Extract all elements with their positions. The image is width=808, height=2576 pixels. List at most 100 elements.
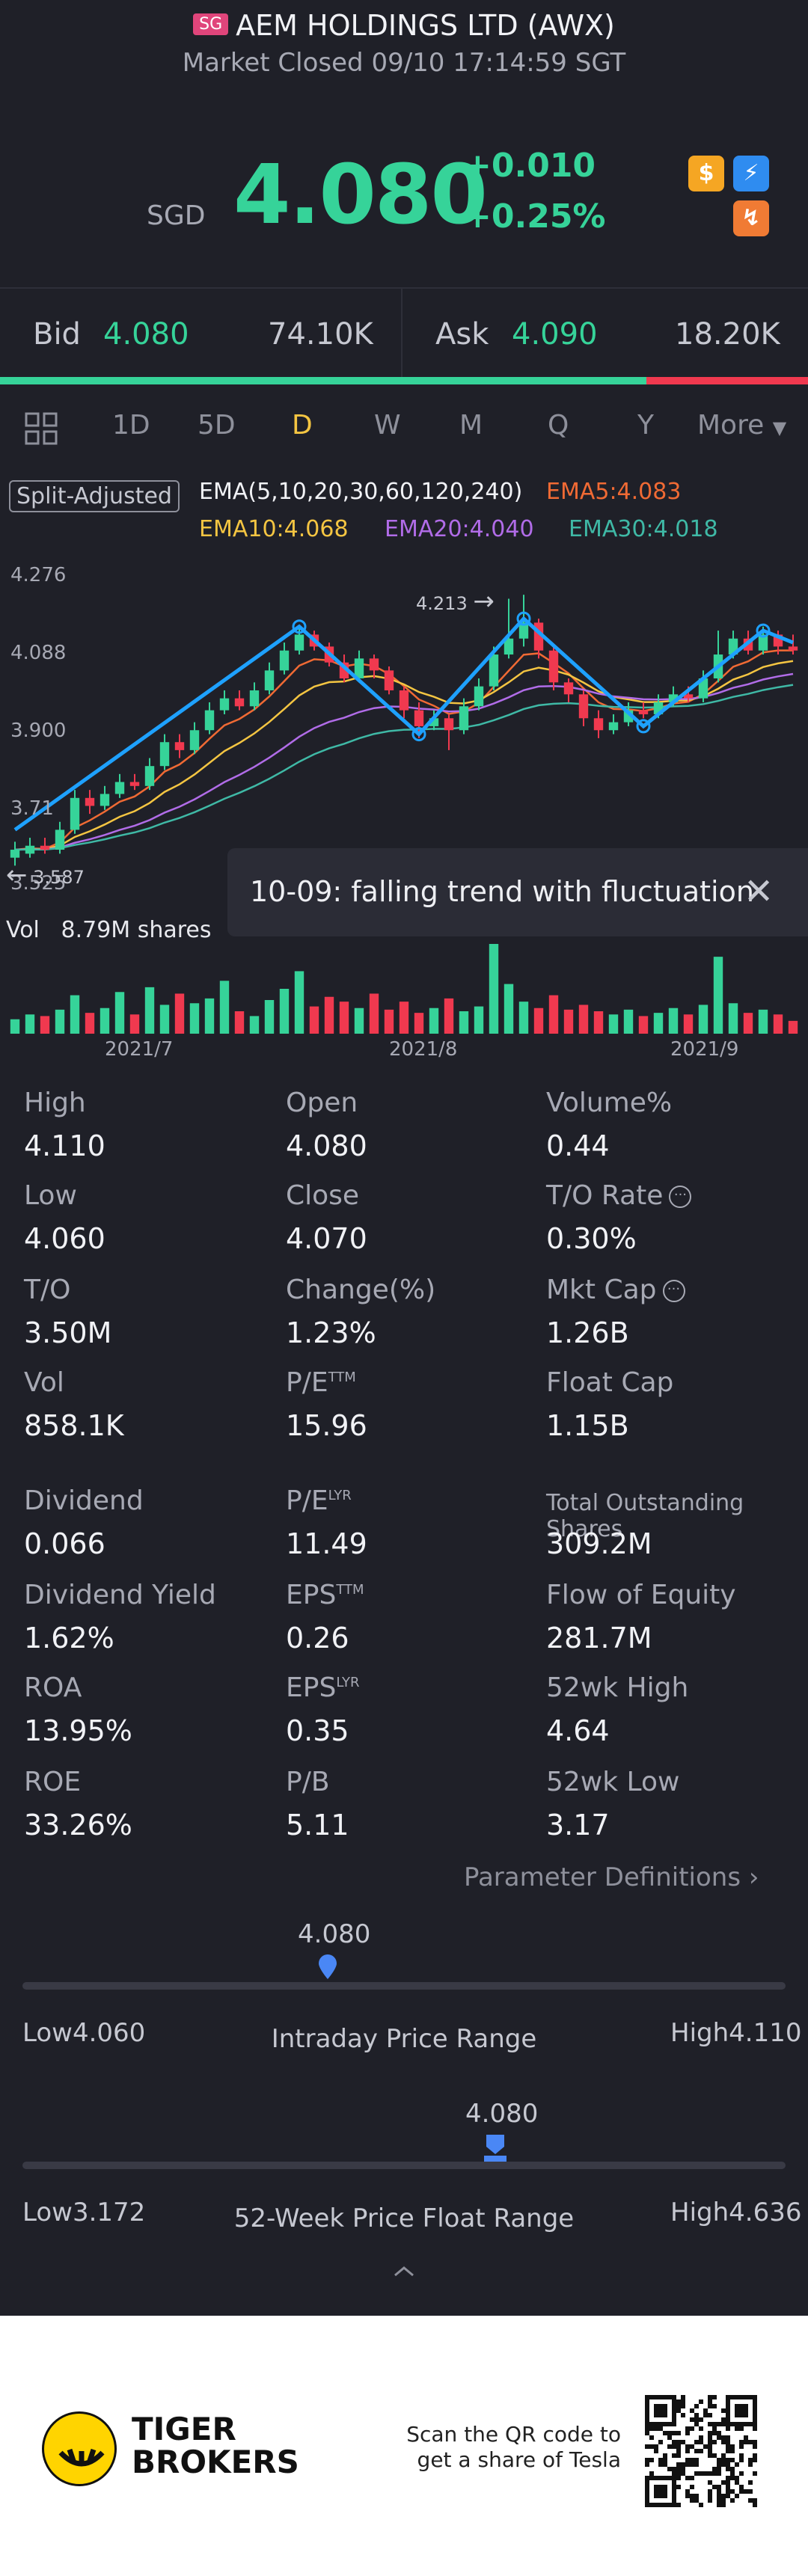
parameter-definitions-link[interactable]: Parameter Definitions › xyxy=(464,1862,759,1892)
high-value: 4.110 xyxy=(729,2018,802,2048)
stat-value: 33.26% xyxy=(24,1809,132,1841)
chart-area[interactable]: Split-Adjusted EMA(5,10,20,30,60,120,240… xyxy=(0,471,808,1047)
chart-swap-icon[interactable]: ↯ xyxy=(733,200,769,236)
candle xyxy=(100,785,110,810)
stat-value: 4.080 xyxy=(286,1129,367,1162)
volume-bar xyxy=(85,1013,95,1034)
flash-icon[interactable]: ⚡ xyxy=(733,156,769,191)
stat-label-sup: LYR xyxy=(328,1488,352,1503)
tab-m[interactable]: M xyxy=(459,410,483,441)
ema-params: EMA(5,10,20,30,60,120,240) xyxy=(199,479,523,505)
candle xyxy=(713,631,723,683)
price-change: +0.010 xyxy=(464,147,596,185)
quote-header: SG AEM HOLDINGS LTD (AWX) Market Closed 0… xyxy=(0,0,808,287)
volume-bar xyxy=(593,1011,604,1034)
tab-1d[interactable]: 1D xyxy=(112,410,150,441)
volume-bar xyxy=(159,1005,170,1034)
stat-label-text: T/O xyxy=(24,1275,71,1305)
stat-label-text: EPS xyxy=(286,1580,337,1610)
more-info-icon[interactable]: ··· xyxy=(669,1186,692,1208)
candle xyxy=(55,821,65,854)
volume-bar xyxy=(399,1002,409,1034)
volume-bar xyxy=(144,987,155,1034)
stat-label-text: EPS xyxy=(286,1672,337,1703)
week52-low: Low3.172 xyxy=(22,2198,145,2227)
tab-d[interactable]: D xyxy=(292,410,313,441)
tab-more[interactable]: More ▼ xyxy=(697,410,786,441)
stat-label-text: P/B xyxy=(286,1767,330,1797)
week52-range-title: 52-Week Price Float Range xyxy=(233,2204,575,2233)
brand-line1: TIGER xyxy=(132,2411,236,2447)
stat-label: High xyxy=(24,1088,86,1118)
volume-bar xyxy=(55,1009,65,1034)
grid-layout-icon[interactable] xyxy=(24,411,58,446)
volume-bar xyxy=(773,1014,783,1034)
volume-bar xyxy=(533,1008,544,1034)
volume-label: Vol 8.79M shares xyxy=(6,917,212,943)
stat-label: 52wk Low xyxy=(546,1767,679,1797)
volume-bar xyxy=(548,995,559,1034)
tab-q[interactable]: Q xyxy=(548,410,569,441)
volume-bar xyxy=(459,1011,469,1034)
more-info-icon[interactable]: ··· xyxy=(662,1280,685,1302)
stat-value: 5.11 xyxy=(286,1809,349,1841)
candle xyxy=(444,714,454,750)
tab-w[interactable]: W xyxy=(374,410,401,441)
stat-label: 52wk High xyxy=(546,1672,688,1703)
qr-caption-line2: get a share of Tesla xyxy=(417,2447,621,2472)
volume-bar xyxy=(653,1013,664,1034)
stat-value: 15.96 xyxy=(286,1409,367,1442)
stat-label-text: ROE xyxy=(24,1767,82,1797)
stat-label-text: Flow of Equity xyxy=(546,1580,736,1610)
arrow-right-icon: → xyxy=(473,586,495,616)
candle xyxy=(40,838,50,854)
stat-value: 0.44 xyxy=(546,1129,610,1162)
stat-value: 4.110 xyxy=(24,1129,105,1162)
volume-bar xyxy=(489,944,499,1034)
location-pin-icon xyxy=(317,1954,338,1984)
qr-code-icon[interactable] xyxy=(645,2395,757,2507)
volume-bar xyxy=(638,1016,649,1034)
low-label: Low xyxy=(22,2198,73,2227)
collapse-chevron-up-icon[interactable] xyxy=(389,2262,419,2283)
candle xyxy=(399,686,409,719)
candle xyxy=(70,790,80,834)
chevron-right-icon: › xyxy=(748,1862,759,1892)
volume-bar xyxy=(698,1005,708,1034)
stat-value: 0.26 xyxy=(286,1622,349,1655)
intraday-range-track xyxy=(22,1982,786,1990)
stat-label-text: Dividend Yield xyxy=(24,1580,216,1610)
pivot-point xyxy=(516,611,531,626)
pivot-point xyxy=(411,727,426,742)
ask-ratio-bar xyxy=(646,377,808,384)
stat-value: 1.23% xyxy=(286,1316,376,1349)
ema10-line xyxy=(14,660,794,851)
stat-label: EPSLYR xyxy=(286,1672,359,1703)
stat-label-sup: TTM xyxy=(336,1582,364,1598)
last-price: 4.080 xyxy=(233,147,488,242)
low-marker-value: 3.587 xyxy=(33,867,85,888)
market-status: Market Closed 09/10 17:14:59 SGT xyxy=(182,48,626,78)
stat-label: Open xyxy=(286,1088,358,1118)
stat-label: EPSTTM xyxy=(286,1580,364,1610)
ema10-label: EMA10:4.068 xyxy=(199,516,349,542)
stat-label-text: Dividend xyxy=(24,1485,144,1516)
x-tick: 2021/7 xyxy=(105,1038,174,1061)
tab-y[interactable]: Y xyxy=(637,410,654,441)
dollar-icon[interactable]: $ xyxy=(688,156,724,191)
ema5-line xyxy=(14,649,794,851)
stat-label: Float Cap xyxy=(546,1367,673,1398)
candlestick-chart[interactable] xyxy=(0,553,808,883)
stat-value: 4.64 xyxy=(546,1714,610,1747)
volume-bar xyxy=(668,1008,679,1034)
volume-bar xyxy=(189,1003,200,1034)
candle xyxy=(354,650,364,683)
stat-value: 1.26B xyxy=(546,1316,629,1349)
tab-5d[interactable]: 5D xyxy=(198,410,236,441)
currency-label: SGD xyxy=(147,200,206,231)
pivot-point xyxy=(756,623,771,638)
stat-label-text: 52wk Low xyxy=(546,1767,680,1797)
split-adjusted-toggle[interactable]: Split-Adjusted xyxy=(9,480,180,512)
close-icon[interactable]: ✕ xyxy=(744,871,774,913)
volume-bar xyxy=(788,1020,798,1034)
